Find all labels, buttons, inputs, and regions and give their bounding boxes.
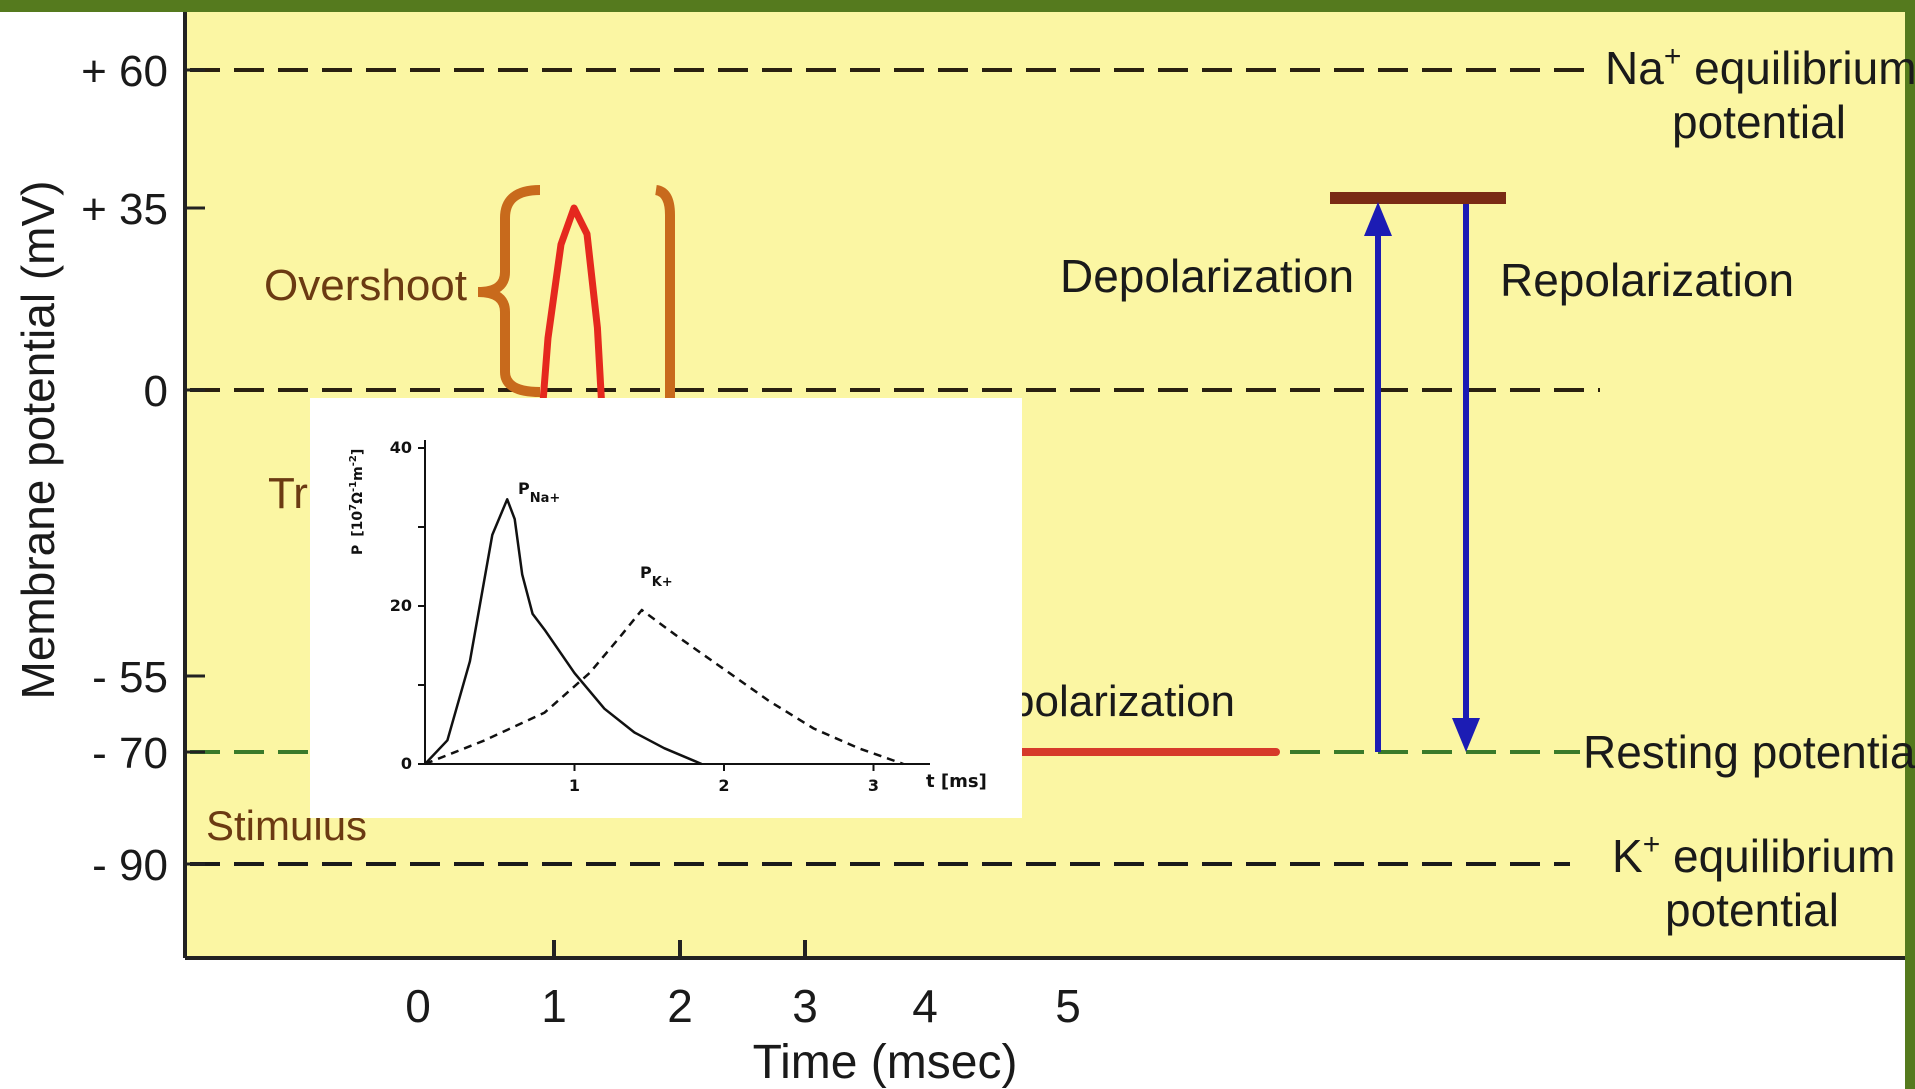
- inset-series-line: [424, 608, 904, 766]
- x-axis-title: Time (msec): [753, 1036, 1018, 1089]
- inset-ticks: 0 20 40 1 2 3: [390, 438, 879, 795]
- overshoot-label: Overshoot: [264, 261, 467, 310]
- inset-series-line: [424, 498, 703, 766]
- x-tick-label: 5: [1055, 980, 1081, 1032]
- depolarization-label: Depolarization: [1060, 250, 1354, 302]
- right-frame-bar: [1905, 0, 1915, 1089]
- repolarization-label: Repolarization: [1500, 254, 1794, 306]
- y-tick-label: 0: [144, 367, 168, 416]
- x-axis-ticks: 0 1 2 3 4 5: [405, 940, 1081, 1032]
- y-tick-label: + 35: [81, 185, 168, 234]
- inset-series-label-k: PK+: [640, 563, 673, 590]
- inset-y-tick-label: 20: [390, 596, 412, 615]
- y-tick-label: - 70: [92, 729, 168, 778]
- reference-line-label: Resting potential: [1583, 726, 1915, 778]
- x-tick-label: 0: [405, 980, 431, 1032]
- y-tick-label: - 90: [92, 841, 168, 890]
- inset-x-tick-label: 3: [868, 776, 879, 795]
- inset-y-tick-label: 40: [390, 438, 412, 457]
- x-tick-label: 3: [792, 980, 818, 1032]
- inset-panel: [310, 398, 1022, 818]
- inset-x-tick-label: 2: [718, 776, 729, 795]
- overshoot-right-bracket: [654, 185, 675, 410]
- y-axis-ticks: + 60 + 35 0 - 55 - 70 - 90: [81, 47, 205, 890]
- top-frame-bar: [0, 0, 1915, 12]
- y-tick-label: - 55: [92, 653, 168, 702]
- y-tick-label: + 60: [81, 47, 168, 96]
- reference-line-label: potential: [1665, 884, 1839, 936]
- hyperpolarization-label: polarization: [1010, 677, 1235, 726]
- membrane-potential-trace: [538, 204, 607, 425]
- threshold-label: Tr: [268, 469, 308, 518]
- inset-chart: 0 20 40 1 2 3 t [ms] P[107Ω-1m-2] PNa+ PK+: [348, 438, 987, 795]
- reference-line-label: Na+ equilibrium: [1605, 40, 1915, 94]
- repolarization-arrowhead: [1452, 718, 1480, 752]
- depolarization-arrowhead: [1364, 202, 1392, 236]
- inset-series-group: [424, 498, 904, 766]
- reference-line-label: potential: [1672, 96, 1846, 148]
- inset-series-label-na: PNa+: [518, 479, 560, 506]
- x-tick-label: 4: [912, 980, 938, 1032]
- inset-x-tick-label: 1: [569, 776, 580, 795]
- reference-line-label: K+ equilibrium: [1612, 828, 1895, 882]
- x-tick-label: 1: [541, 980, 567, 1032]
- x-tick-label: 2: [667, 980, 693, 1032]
- inset-x-axis-title: t [ms]: [926, 771, 987, 792]
- y-axis-title: Membrane potential (mV): [12, 181, 64, 700]
- inset-y-tick-label: 0: [401, 754, 412, 773]
- inset-y-axis-title: P[107Ω-1m-2]: [348, 449, 366, 555]
- overshoot-brace: [477, 185, 541, 397]
